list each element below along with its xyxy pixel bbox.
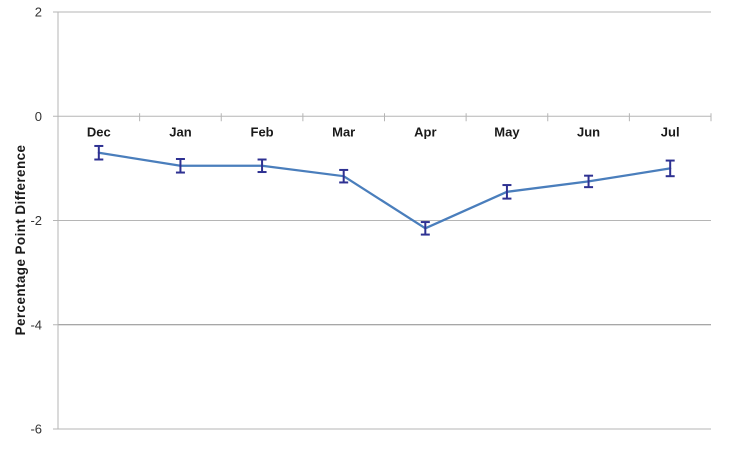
- x-tick-label: Jul: [661, 124, 680, 139]
- data-series-line: [97, 151, 672, 230]
- error-bar: [420, 221, 430, 236]
- error-bar: [339, 168, 349, 184]
- x-tick-label: Jun: [577, 124, 600, 139]
- series-layer: [94, 144, 675, 236]
- labels-layer: 2 0 -2 -4 -6 Dec Jan Feb Mar Apr May Jun Jul: [30, 5, 679, 437]
- x-tick-label: May: [494, 124, 520, 139]
- y-tick-label: -4: [30, 317, 42, 332]
- error-bar: [502, 184, 512, 200]
- error-bar: [175, 157, 185, 174]
- error-bar: [257, 158, 267, 174]
- gridlines-layer: [58, 11, 711, 430]
- axis-layer: [53, 11, 712, 430]
- y-tick-label: -6: [30, 422, 42, 437]
- y-tick-label: 2: [35, 5, 42, 20]
- x-tick-label: Mar: [332, 124, 355, 139]
- x-tick-label: Feb: [251, 124, 274, 139]
- y-tick-label: -2: [30, 213, 42, 228]
- y-tick-label: 0: [35, 109, 42, 124]
- x-tick-label: Dec: [87, 124, 111, 139]
- error-bar: [665, 159, 675, 178]
- error-bar: [94, 144, 104, 161]
- x-tick-label: Jan: [169, 124, 191, 139]
- error-bar: [584, 174, 594, 189]
- y-axis-title: Percentage Point Difference: [13, 144, 28, 335]
- x-tick-label: Apr: [414, 124, 436, 139]
